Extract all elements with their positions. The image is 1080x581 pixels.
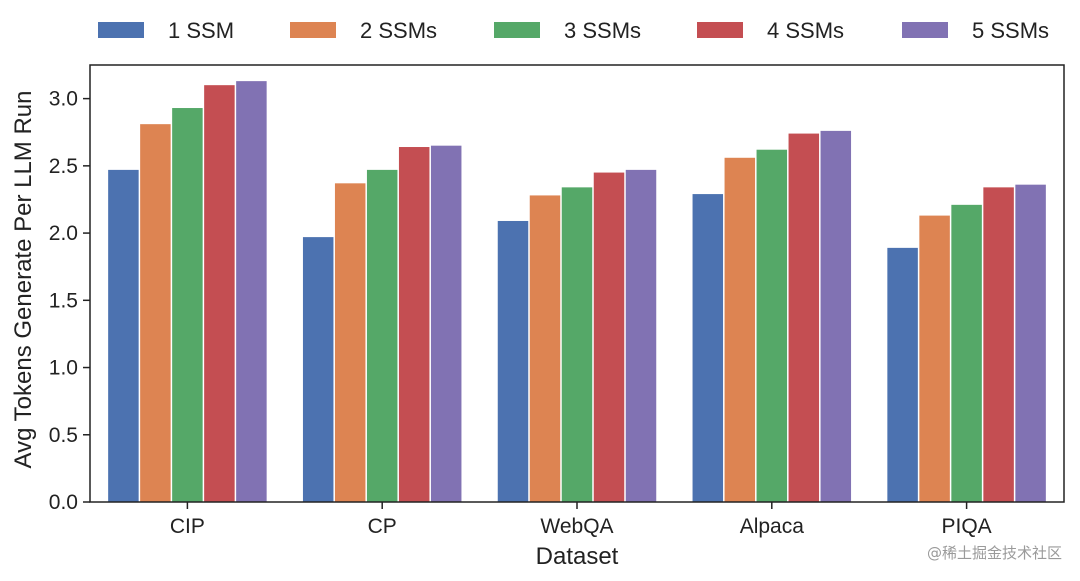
bar-alpaca-2 [724, 157, 756, 503]
legend-swatch [697, 22, 743, 38]
bar-cip-2 [140, 124, 171, 502]
bar-webqa-2 [529, 195, 561, 503]
bar-piqa-4 [983, 187, 1014, 503]
bar-webqa-5 [625, 169, 657, 502]
legend-swatch [290, 22, 336, 38]
watermark-text: @稀土掘金技术社区 [927, 544, 1062, 562]
y-tick-label: 2.5 [49, 155, 78, 178]
bars [108, 81, 1046, 503]
bar-piqa-1 [887, 247, 918, 502]
x-axis: CIP CP WebQA Alpaca PIQA [170, 502, 992, 538]
y-axis: 0.0 0.5 1.0 1.5 2.0 2.5 3.0 [49, 88, 90, 514]
y-axis-label: Avg Tokens Generate Per LLM Run [10, 91, 37, 469]
x-tick-label: Alpaca [740, 515, 805, 538]
y-tick-label: 3.0 [49, 88, 78, 111]
legend-swatch [98, 22, 144, 38]
legend-label: 3 SSMs [564, 18, 641, 43]
bar-cp-1 [302, 237, 334, 502]
y-tick-label: 2.0 [49, 222, 78, 245]
x-tick-label: WebQA [540, 515, 613, 538]
bar-cp-4 [398, 147, 430, 502]
bar-cp-5 [430, 145, 462, 502]
bar-piqa-3 [951, 204, 982, 502]
x-tick-label: PIQA [942, 515, 992, 538]
legend-label: 2 SSMs [360, 18, 437, 43]
bar-alpaca-1 [692, 194, 724, 503]
legend-swatch [494, 22, 540, 38]
bar-alpaca-3 [756, 149, 788, 503]
legend-swatch [902, 22, 948, 38]
legend-label: 1 SSM [168, 18, 234, 43]
y-tick-label: 1.5 [49, 289, 78, 312]
legend: 1 SSM 2 SSMs 3 SSMs 4 SSMs 5 SSMs [98, 18, 1049, 43]
bar-cip-5 [236, 81, 267, 503]
bar-piqa-5 [1015, 184, 1046, 502]
bar-cip-4 [204, 85, 235, 503]
bar-webqa-4 [593, 172, 625, 503]
x-tick-label: CIP [170, 515, 205, 538]
bar-webqa-3 [561, 187, 593, 503]
legend-label: 5 SSMs [972, 18, 1049, 43]
bar-cp-3 [366, 169, 398, 502]
bar-alpaca-5 [820, 130, 852, 502]
x-tick-label: CP [368, 515, 397, 538]
bar-alpaca-4 [788, 133, 820, 502]
bar-piqa-2 [919, 215, 950, 502]
bar-cp-2 [334, 183, 366, 502]
y-tick-label: 1.0 [49, 357, 78, 380]
bar-webqa-1 [497, 220, 529, 502]
y-tick-label: 0.0 [49, 491, 78, 514]
y-tick-label: 0.5 [49, 424, 78, 447]
legend-label: 4 SSMs [767, 18, 844, 43]
bar-cip-1 [108, 169, 139, 502]
x-axis-label: Dataset [536, 543, 619, 570]
bar-cip-3 [172, 108, 203, 502]
